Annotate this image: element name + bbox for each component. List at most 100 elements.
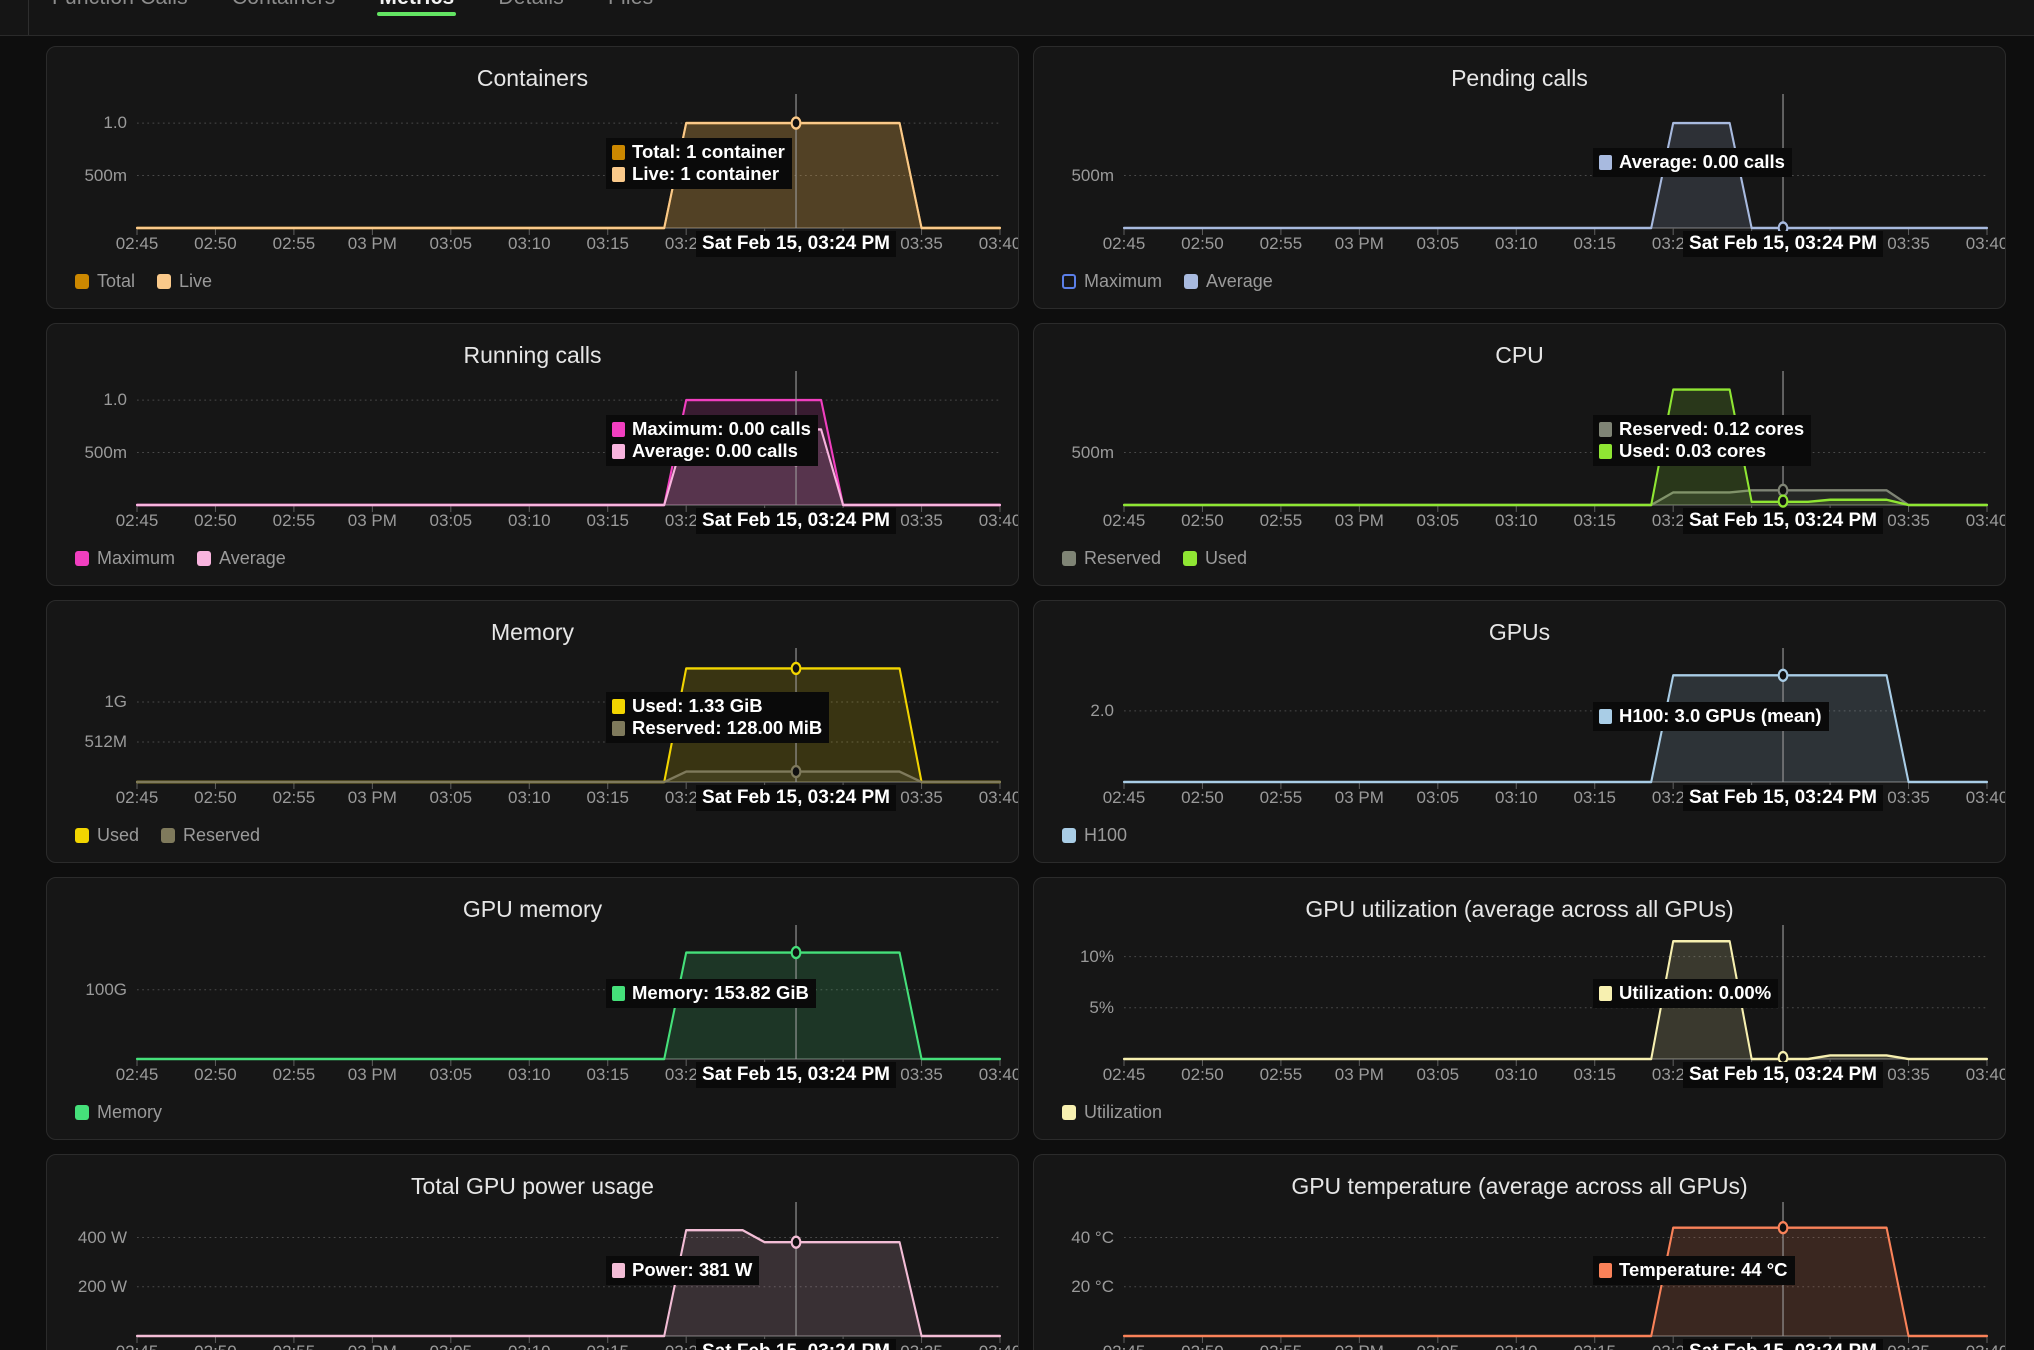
legend-item-total[interactable]: Total: [75, 271, 135, 292]
plot-area-running-calls[interactable]: 1.0 500m 02:45 02:50 02:55 03 PM 03:05 03:10 03:…: [65, 371, 1018, 534]
x-axis-tick-label: 02:55: [272, 511, 316, 530]
plot-area-gpu-temperature[interactable]: 40 °C 20 °C 02:45 02:50 02:55 03 PM 03:05 03:10…: [1052, 1202, 2005, 1350]
tab-details[interactable]: Details: [476, 0, 586, 16]
x-axis-tick-label: 03:10: [508, 1342, 551, 1350]
chart-canvas: [1122, 371, 1989, 512]
tooltip-text: Temperature: 44 °C: [1619, 1259, 1788, 1280]
plot-area-containers[interactable]: 1.0 500m 02:45 02:50 02:55 03 PM 03:05 03:10 03:…: [65, 94, 1018, 257]
tab-files[interactable]: Files: [586, 0, 675, 16]
legend-label: Utilization: [1084, 1102, 1163, 1122]
tooltip-text: Used: 0.03 cores: [1619, 440, 1767, 461]
x-axis-tick-label: 02:50: [194, 1342, 237, 1350]
legend-label: Total: [97, 271, 136, 291]
legend-item-maximum[interactable]: Maximum: [1062, 271, 1162, 292]
y-axis-tick-label: 1.0: [103, 390, 127, 410]
series-color-swatch-icon: [612, 985, 626, 1001]
plot-area-pending-calls[interactable]: 500m 02:45 02:50 02:55 03 PM 03:05 03:10 03:15 0…: [1052, 94, 2005, 257]
panel-gpu-utilization: GPU utilization (average across all GPUs…: [1033, 877, 2006, 1140]
x-axis-tick-label: 03 PM: [347, 234, 397, 253]
y-axis-labels: 2.0: [1052, 654, 1987, 782]
x-axis-tick-label: 03:40: [1965, 511, 2006, 530]
plot-area-gpu-memory[interactable]: 100G 02:45 02:50 02:55 03 PM 03:05 03:10 03:15 0…: [65, 925, 1018, 1088]
y-axis-tick-label: 2.0: [1090, 700, 1114, 720]
x-axis-tick-label: 03:15: [1573, 788, 1616, 807]
plot-area-memory[interactable]: 1G 512M 02:45 02:50 02:55 03 PM 03:05 03:10 03:1…: [65, 648, 1018, 811]
tooltip-row: Total: 1 container: [612, 141, 785, 163]
legend-item-reserved[interactable]: Reserved: [1062, 548, 1161, 569]
x-axis-tick-label: 03:35: [1887, 788, 1930, 807]
tooltip-row: Maximum: 0.00 calls: [612, 418, 811, 440]
cursor-time-label: Sat Feb 15, 03:24 PM: [696, 1062, 896, 1088]
tooltip-text: Reserved: 128.00 MiB: [632, 717, 823, 738]
panel-title: Pending calls: [1451, 65, 1588, 91]
legend-item-maximum[interactable]: Maximum: [75, 548, 175, 569]
y-axis-labels: 500m: [1052, 377, 1987, 505]
y-axis-labels: 100G: [65, 931, 1000, 1059]
cursor-time-label: Sat Feb 15, 03:24 PM: [1683, 1062, 1883, 1088]
legend-label: Memory: [97, 1102, 163, 1122]
legend-item-h100[interactable]: H100: [1062, 825, 1127, 846]
series-color-swatch-icon: [612, 166, 626, 182]
plot-area-cpu[interactable]: 500m 02:45 02:50 02:55 03 PM 03:05 03:10 03:15 0…: [1052, 371, 2005, 534]
series-color-swatch-icon: [1599, 985, 1613, 1001]
legend-item-used[interactable]: Used: [1183, 548, 1247, 569]
y-axis-labels: 40 °C 20 °C: [1052, 1208, 1987, 1336]
y-axis-labels: 500m: [1052, 100, 1987, 228]
legend-color-swatch-icon: [157, 274, 172, 289]
x-axis-tick-label: 02:45: [115, 234, 159, 253]
legend-item-average[interactable]: Average: [197, 548, 286, 569]
x-axis-tick-label: 03 PM: [1334, 788, 1384, 807]
legend-item-average[interactable]: Average: [1184, 271, 1273, 292]
x-axis-tick-label: 02:50: [1181, 511, 1224, 530]
x-axis-tick-label: 02:45: [115, 1065, 159, 1084]
series-color-swatch-icon: [1599, 708, 1613, 724]
y-axis-tick-label: 500m: [1071, 442, 1114, 462]
tooltip-row: Power: 381 W: [612, 1259, 752, 1281]
panel-title: Memory: [490, 619, 575, 645]
tab-containers[interactable]: Containers: [210, 0, 358, 16]
x-axis-tick-label: 03:15: [1573, 234, 1616, 253]
legend-item-live[interactable]: Live: [157, 271, 212, 292]
chart-legend: Memory: [75, 1102, 162, 1123]
x-axis-tick-label: 02:50: [1181, 788, 1224, 807]
legend-color-swatch-icon: [1062, 1105, 1076, 1120]
x-axis-tick-label: 02:45: [115, 788, 159, 807]
plot-area-gpu-utilization[interactable]: 10% 5% 02:45 02:50 02:55 03 PM 03:05 03:10 03:15…: [1052, 925, 2005, 1088]
x-axis-tick-label: 03:20: [665, 1342, 708, 1350]
tooltip-row: Live: 1 container: [612, 163, 785, 185]
x-axis-tick-label: 02:45: [1102, 511, 1146, 530]
tab-function-calls[interactable]: Function Calls: [30, 0, 210, 16]
plot-area-gpus[interactable]: 2.0 02:45 02:50 02:55 03 PM 03:05 03:10 03:15 03…: [1052, 648, 2005, 811]
x-axis-tick-label: 02:50: [1181, 1065, 1224, 1084]
y-axis-tick-label: 400 W: [77, 1227, 127, 1247]
tab-label: Files: [608, 0, 653, 9]
tooltip-text: Power: 381 W: [632, 1259, 753, 1280]
x-axis-tick-label: 03:05: [1416, 234, 1460, 253]
panel-memory: Memory 1G 512M 02:45 02:50 02:55 03 PM 03:05 03:…: [46, 600, 1019, 863]
x-axis-tick-label: 03:40: [978, 234, 1019, 253]
y-axis-tick-label: 20 °C: [1071, 1276, 1114, 1296]
y-axis-labels: 1.0 500m: [65, 100, 1000, 228]
legend-item-memory[interactable]: Memory: [75, 1102, 162, 1123]
x-axis-tick-label: 02:55: [1259, 234, 1303, 253]
tooltip-row: Average: 0.00 calls: [612, 440, 811, 462]
x-axis-tick-label: 03:35: [900, 234, 943, 253]
panel-title: GPU temperature (average across all GPUs…: [1291, 1173, 1748, 1199]
plot-area-gpu-power[interactable]: 400 W 200 W 02:45 02:50 02:55 03 PM 03:05 03:10…: [65, 1202, 1018, 1350]
x-axis-tick-label: 02:50: [194, 511, 237, 530]
x-axis-tick-label: 03 PM: [347, 511, 397, 530]
legend-item-reserved[interactable]: Reserved: [161, 825, 260, 846]
x-axis-tick-label: 03:15: [1573, 1342, 1616, 1350]
chart-canvas: [135, 648, 1002, 789]
series-color-swatch-icon: [1599, 154, 1613, 170]
legend-item-used[interactable]: Used: [75, 825, 139, 846]
legend-label: Reserved: [183, 825, 261, 845]
metrics-grid: Containers 1.0 500m 02:45 02:50 02:55 03 PM 03:…: [0, 36, 2034, 1350]
legend-item-utilization[interactable]: Utilization: [1062, 1102, 1162, 1123]
x-axis-tick-label: 03:40: [1965, 1065, 2006, 1084]
tooltip-text: H100: 3.0 GPUs (mean): [1619, 705, 1822, 726]
tab-metrics[interactable]: Metrics: [357, 0, 476, 16]
y-axis-labels: 1G 512M: [65, 654, 1000, 782]
y-axis-tick-label: 200 W: [77, 1276, 127, 1296]
x-axis-tick-label: 02:45: [1102, 788, 1146, 807]
